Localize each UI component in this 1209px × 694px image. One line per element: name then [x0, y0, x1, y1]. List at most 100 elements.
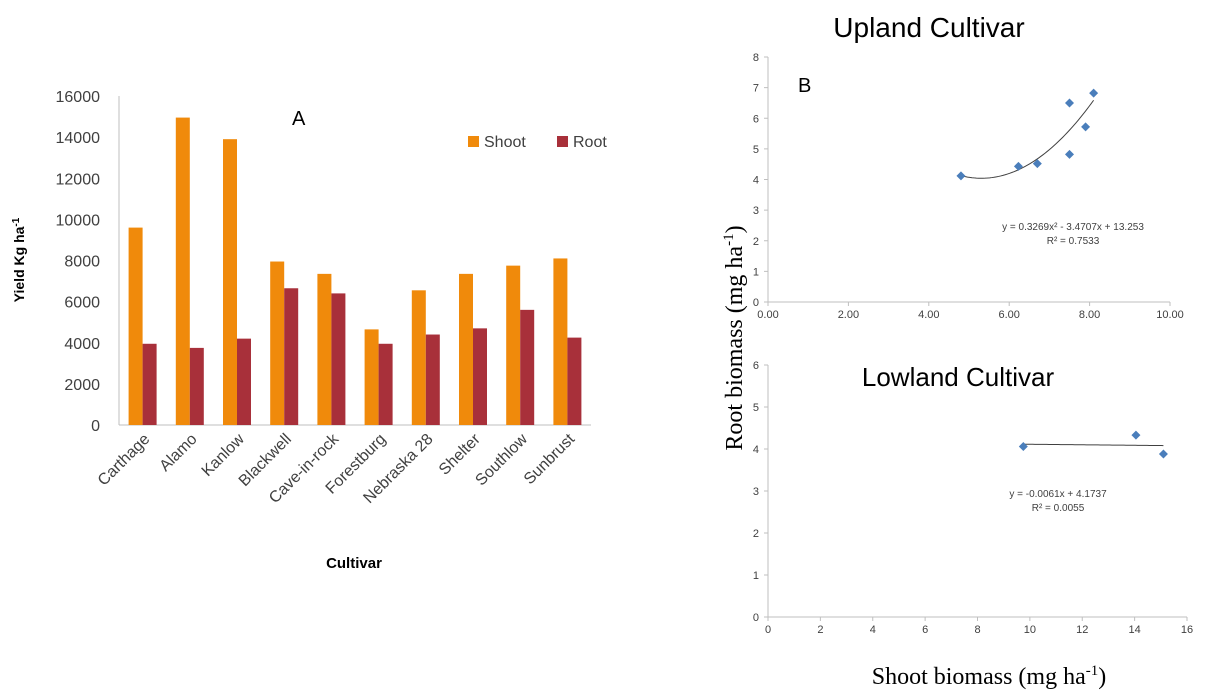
panel-a-x-tick-labels: Carthage AlamoKanlowBlackwellCave-in-rock…: [95, 430, 579, 507]
y-tick-label: 16000: [56, 89, 101, 106]
legend-label-shoot: Shoot: [484, 134, 526, 151]
bar-root: [567, 337, 582, 425]
bar-shoot: [459, 273, 473, 425]
panel-a-bars: [128, 117, 582, 425]
x-tick-label: 10: [1024, 624, 1036, 636]
y-tick-label: 5: [753, 402, 759, 414]
x-tick-label: 6.00: [998, 309, 1019, 321]
bar-root: [378, 343, 393, 425]
bar-shoot: [270, 261, 285, 425]
y-tick-label: 3: [753, 205, 759, 217]
lowland-title: Lowland Cultivar: [862, 362, 1055, 392]
y-tick-label: 0: [753, 612, 759, 624]
bar-root: [425, 334, 440, 425]
y-tick-label: 12000: [56, 171, 101, 188]
panel-b-x-axis-title: Shoot biomass (mg ha-1): [872, 663, 1107, 690]
panel-a-bar-chart: 0 2000 4000 6000 8000 10000 12000 14000 16000 Ca…: [11, 89, 607, 572]
lowland-trendline: [1023, 443, 1164, 447]
x-tick-label: Alamo: [157, 431, 201, 475]
panel-b-label: B: [798, 75, 811, 97]
upland-x-tick-labels: 0.00 2.00 4.00 6.00 8.00 10.00: [757, 309, 1183, 321]
lowland-equation: y = -0.0061x + 4.1737: [1009, 489, 1107, 500]
legend-swatch-root: [557, 136, 568, 147]
x-tick-label: 0.00: [757, 309, 778, 321]
y-tick-label: 10000: [56, 212, 101, 229]
x-tick-label: 10.00: [1156, 309, 1184, 321]
panel-b-y-axis-title: Root biomass (mg ha-1): [721, 225, 748, 450]
x-tick-label: 4.00: [918, 309, 939, 321]
y-tick-label: 6: [753, 360, 759, 372]
panel-a-label: A: [292, 108, 306, 130]
bar-root: [237, 338, 251, 425]
y-tick-label: 2: [753, 236, 759, 248]
bar-shoot: [364, 329, 379, 425]
x-tick-label: 14: [1129, 624, 1141, 636]
bar-root: [284, 288, 299, 425]
y-tick-label: 14000: [56, 130, 101, 147]
data-point: [956, 171, 966, 181]
data-point: [1131, 430, 1141, 440]
bar-shoot: [506, 265, 521, 425]
data-point: [1018, 441, 1028, 451]
lowland-x-tick-labels: 0 2 4 6 8 10 12 14 16: [765, 624, 1193, 636]
x-tick-label: 2: [817, 624, 823, 636]
upland-r2: R² = 0.7533: [1047, 236, 1100, 247]
x-tick-label: 8.00: [1079, 309, 1100, 321]
x-tick-label: Carthage: [95, 431, 154, 490]
x-tick-label: 12: [1076, 624, 1088, 636]
x-tick-label: 0: [765, 624, 771, 636]
y-tick-label: 2: [753, 528, 759, 540]
x-tick-label: Southlow: [472, 430, 531, 489]
panel-b-upland-scatter: Upland Cultivar B 0 1 2 3 4 5 6 7 8 0.00 2.00 4.00…: [753, 12, 1184, 321]
bar-shoot: [553, 258, 568, 425]
y-tick-label: 8: [753, 52, 759, 64]
y-tick-label: 6: [753, 113, 759, 125]
y-tick-label: 6000: [64, 295, 100, 312]
y-tick-label: 7: [753, 83, 759, 95]
y-tick-label: 4000: [64, 336, 100, 353]
upland-title: Upland Cultivar: [833, 12, 1024, 43]
x-tick-label: 6: [922, 624, 928, 636]
x-tick-label: 2.00: [838, 309, 859, 321]
data-point: [1081, 122, 1091, 132]
upland-y-tick-labels: 0 1 2 3 4 5 6 7 8: [753, 52, 759, 309]
bar-root: [520, 309, 535, 425]
lowland-points: [1018, 430, 1168, 459]
panel-a-x-axis-title: Cultivar: [326, 555, 382, 572]
legend-swatch-shoot: [468, 136, 479, 147]
bar-root: [331, 293, 346, 425]
y-tick-label: 8000: [64, 254, 100, 271]
panel-a-legend: Shoot Root: [468, 134, 607, 151]
data-point: [1013, 161, 1023, 171]
y-tick-label: 1: [753, 570, 759, 582]
x-tick-label: 8: [974, 624, 980, 636]
bar-shoot: [175, 117, 190, 425]
x-tick-label: 4: [870, 624, 876, 636]
y-tick-label: 5: [753, 144, 759, 156]
bar-shoot: [411, 290, 426, 425]
lowland-y-tick-labels: 0 1 2 3 4 5 6: [753, 360, 759, 624]
bar-shoot: [223, 139, 237, 425]
y-tick-label: 4: [753, 175, 759, 187]
y-tick-label: 4: [753, 444, 759, 456]
panel-a-y-tick-labels: 0 2000 4000 6000 8000 10000 12000 14000 16000: [56, 89, 101, 435]
lowland-ticks: [764, 364, 1188, 621]
y-tick-label: 1: [753, 266, 759, 278]
data-point: [1158, 449, 1168, 459]
upland-equation: y = 0.3269x² - 3.4707x + 13.253: [1002, 222, 1144, 233]
data-point: [1065, 149, 1074, 159]
upland-points: [956, 88, 1099, 181]
panel-a-y-axis-title: Yield Kg ha-1: [11, 217, 27, 302]
x-tick-label: 16: [1181, 624, 1193, 636]
y-tick-label: 0: [91, 418, 100, 435]
y-tick-label: 2000: [64, 377, 100, 394]
bar-shoot: [128, 227, 143, 425]
upland-ticks: [764, 56, 1171, 306]
bar-root: [189, 347, 204, 425]
data-point: [1032, 159, 1042, 169]
legend-label-root: Root: [573, 134, 607, 151]
upland-trendline: [960, 99, 1095, 179]
data-point: [1089, 88, 1099, 98]
